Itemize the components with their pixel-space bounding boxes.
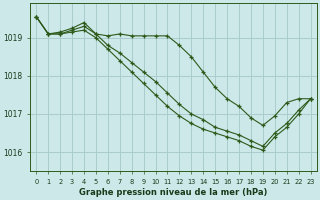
X-axis label: Graphe pression niveau de la mer (hPa): Graphe pression niveau de la mer (hPa) <box>79 188 268 197</box>
